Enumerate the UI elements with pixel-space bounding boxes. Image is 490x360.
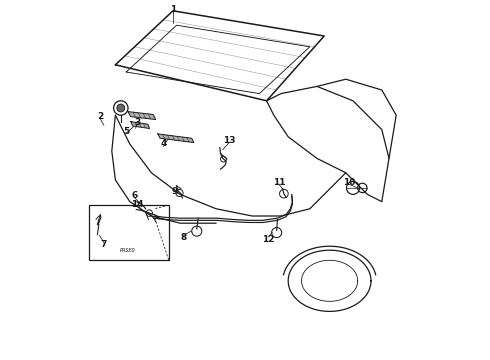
Text: 3: 3 bbox=[134, 118, 140, 127]
Text: 6: 6 bbox=[132, 192, 138, 200]
Text: 8: 8 bbox=[181, 233, 187, 242]
Bar bbox=[90, 205, 169, 260]
Text: 5: 5 bbox=[123, 126, 129, 135]
Text: 10: 10 bbox=[343, 177, 356, 186]
Text: 7: 7 bbox=[100, 240, 107, 249]
Text: 1: 1 bbox=[170, 4, 176, 13]
Circle shape bbox=[117, 104, 125, 112]
Text: 12: 12 bbox=[262, 235, 274, 243]
Text: 13: 13 bbox=[223, 136, 235, 145]
Polygon shape bbox=[131, 122, 149, 129]
Text: PASEO: PASEO bbox=[120, 248, 135, 253]
Text: 9: 9 bbox=[171, 187, 178, 196]
Text: 14: 14 bbox=[131, 200, 144, 209]
Text: 11: 11 bbox=[272, 177, 285, 186]
Polygon shape bbox=[128, 112, 156, 120]
Text: 4: 4 bbox=[160, 139, 167, 148]
Polygon shape bbox=[158, 134, 194, 143]
Text: 2: 2 bbox=[97, 112, 103, 121]
